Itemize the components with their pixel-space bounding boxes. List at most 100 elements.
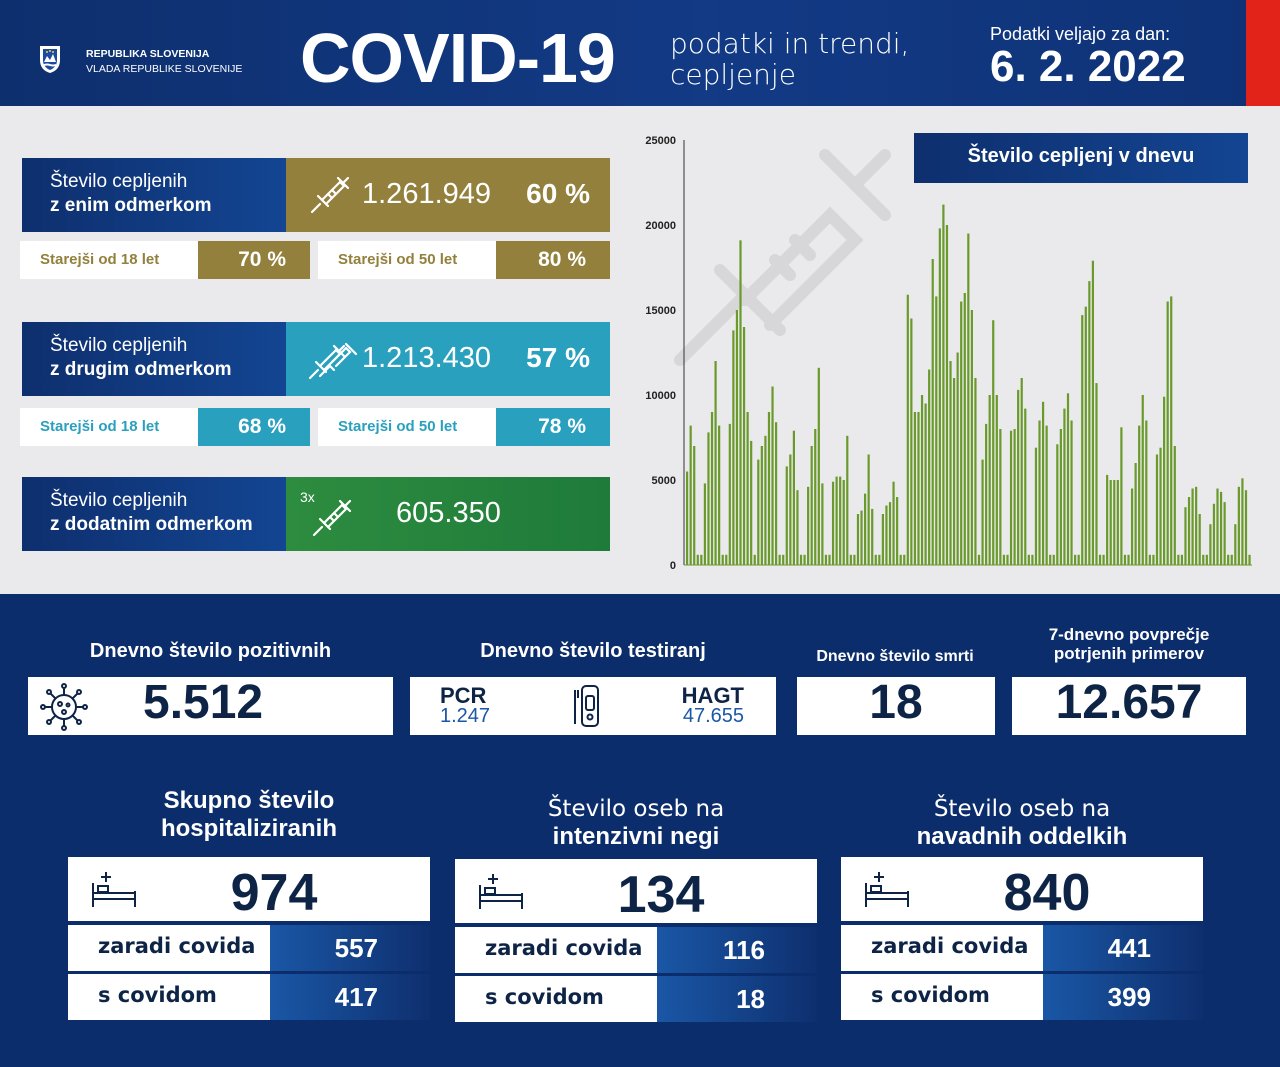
chart-bar (1187, 497, 1191, 565)
chart-bar (728, 423, 731, 565)
chart-bar (1098, 554, 1102, 565)
chart-bar (831, 481, 835, 565)
government-label: REPUBLIKA SLOVENIJA VLADA REPUBLIKE SLOV… (86, 48, 243, 75)
valid-date: 6. 2. 2022 (990, 42, 1186, 91)
chart-bar (970, 310, 973, 565)
hosp-icu-covid-row: zaradi covida 116 (455, 927, 817, 973)
chart-bar (710, 412, 714, 565)
chart-bar (1230, 554, 1233, 565)
chart-bar (1106, 474, 1109, 565)
hosp-ward-covid-row: zaradi covida 441 (841, 925, 1203, 971)
chart-watermark-syringe-icon (674, 149, 891, 366)
chart-bar (778, 554, 781, 565)
deaths-value: 18 (869, 676, 923, 729)
first-dose-count: 1.261.949 (362, 178, 492, 210)
hosp-icu-covid-label: zaradi covida (455, 927, 657, 973)
hosp-icu-with-row: s covidom 18 (455, 976, 817, 1022)
second-dose-row: Število cepljenih z drugim odmerkom 1.21… (22, 322, 610, 396)
chart-bar (1159, 447, 1162, 565)
chart-bar (1141, 395, 1144, 565)
chart-bar (1074, 554, 1077, 565)
first-dose-18-value: 70 % (198, 241, 310, 279)
chart-bar (764, 435, 767, 565)
chart-bar (896, 497, 899, 565)
chart-bar (1056, 444, 1059, 565)
chart-bar (1017, 389, 1020, 565)
chart-bar (1134, 463, 1137, 565)
hosp-total-with-label: s covidom (68, 974, 270, 1020)
first-dose-row: Število cepljenih z enim odmerkom 1.261.… (22, 158, 610, 232)
first-dose-value-box: 1.261.949 60 % (286, 158, 610, 232)
chart-bar (1180, 554, 1184, 565)
chart-bar (1102, 554, 1105, 565)
first-dose-pct: 60 % (526, 178, 590, 209)
chart-bar (917, 412, 920, 565)
hosp-total-with-row: s covidom 417 (68, 974, 430, 1020)
hosp-total-covid-value: 557 (270, 925, 430, 971)
chart-bar (1109, 480, 1112, 565)
chart-bar (796, 490, 799, 565)
chart-bar (853, 554, 856, 565)
chart-bar (963, 293, 966, 565)
hosp-ward-value: 840 (1003, 864, 1091, 922)
pcr-label: PCR (440, 683, 487, 708)
chart-bar (906, 294, 909, 565)
chart-bar (814, 429, 817, 565)
positive-box: 5.512 (28, 676, 393, 735)
chart-bar (835, 476, 838, 565)
first-dose-50-value: 80 % (496, 241, 610, 279)
positive-value: 5.512 (143, 676, 264, 729)
chart-bar (732, 330, 735, 565)
chart-bar (1212, 503, 1216, 565)
chart-bar (988, 395, 991, 565)
chart-bar (849, 554, 852, 565)
y-tick-label: 25000 (645, 135, 676, 147)
chart-bar (910, 318, 913, 565)
chart-bar (952, 378, 956, 565)
chart-bar (856, 514, 860, 565)
chart-bar (942, 204, 945, 565)
chart-bar (1145, 420, 1148, 565)
chart-bar (863, 493, 867, 565)
chart-bar (792, 430, 795, 565)
chart-bar (1049, 554, 1052, 565)
chart-bar (760, 446, 763, 565)
chart-bar (1091, 260, 1095, 565)
chart-bar (920, 395, 924, 565)
second-dose-50: Starejši od 50 let 78 % (318, 408, 610, 446)
avg7-box: 12.657 (1012, 676, 1246, 735)
hosp-ward-covid-value: 441 (1043, 925, 1203, 971)
chart-bar (1013, 429, 1016, 565)
chart-bar (1077, 554, 1080, 565)
chart-bar (703, 483, 707, 565)
chart-bar (999, 429, 1002, 565)
chart-bar (1070, 420, 1073, 565)
hosp-icu-covid-value: 116 (657, 927, 817, 973)
test-kit-icon (574, 685, 599, 727)
chart-bar (839, 476, 842, 565)
chart-bar (696, 554, 699, 565)
chart-bar (807, 486, 810, 565)
second-dose-value-box: 1.213.430 57 % (286, 322, 610, 396)
chart-bar (949, 361, 952, 565)
chart-bar (1170, 296, 1173, 565)
chart-bar (881, 514, 884, 565)
subtitle: podatki in trendi, cepljenje (670, 27, 910, 91)
chart-bar (824, 554, 828, 565)
chart-bar (981, 459, 984, 565)
chart-bar (1113, 480, 1116, 565)
hagt-label: HAGT (681, 683, 744, 708)
chart-bar (1095, 383, 1098, 565)
chart-bar (846, 435, 849, 565)
chart-bar (903, 554, 906, 565)
chart-bar (931, 259, 934, 565)
chart-bar (1248, 554, 1251, 565)
chart-bar (977, 554, 981, 565)
chart-bar (789, 454, 792, 565)
chart-bar (1038, 420, 1041, 565)
double-syringe-icon (308, 342, 358, 380)
chart-bar (1195, 486, 1198, 565)
chart-bar (938, 228, 941, 565)
tests-title: Dnevno število testiranj (480, 640, 706, 662)
chart-bar (767, 412, 771, 565)
